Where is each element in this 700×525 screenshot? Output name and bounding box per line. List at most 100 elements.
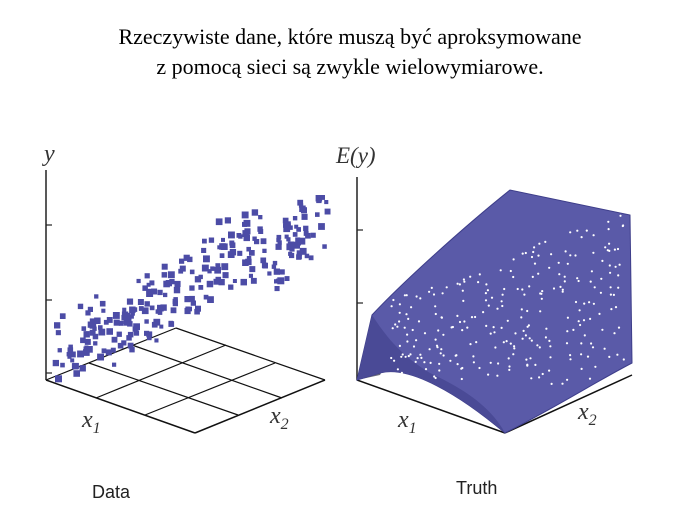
scatter-point bbox=[179, 265, 186, 272]
data-points bbox=[52, 195, 331, 383]
scatter-point bbox=[99, 300, 106, 307]
surface-dot bbox=[552, 287, 556, 290]
surface-dot bbox=[544, 336, 547, 339]
surface-dot bbox=[460, 377, 463, 381]
surface-dot bbox=[505, 340, 508, 343]
surface-dot bbox=[538, 376, 541, 379]
scatter-point bbox=[288, 251, 293, 256]
surface-dot bbox=[593, 286, 596, 289]
scatter-point bbox=[67, 347, 74, 353]
surface-dot bbox=[407, 354, 410, 358]
scatter-point bbox=[295, 237, 301, 243]
scatter-point bbox=[126, 335, 132, 341]
surface-dot bbox=[433, 375, 436, 378]
surface-dot bbox=[456, 282, 459, 285]
scatter-point bbox=[222, 272, 229, 279]
scatter-point bbox=[189, 285, 195, 291]
surface-dot bbox=[508, 365, 511, 368]
surface-dot bbox=[540, 297, 543, 300]
surface-dot bbox=[594, 365, 597, 368]
scatter-point bbox=[105, 349, 112, 356]
scatter-point bbox=[149, 280, 155, 286]
scatter-point bbox=[201, 264, 209, 272]
surface-dot bbox=[607, 228, 610, 231]
scatter-point bbox=[124, 319, 130, 326]
scatter-point bbox=[146, 282, 151, 287]
surface-dot bbox=[569, 354, 572, 357]
surface-dot bbox=[398, 320, 401, 323]
scatter-point bbox=[207, 296, 214, 303]
scatter-point bbox=[190, 300, 196, 306]
surface-dot bbox=[512, 258, 515, 261]
scatter-point bbox=[275, 243, 282, 250]
surface-dot bbox=[514, 332, 517, 335]
surface-dot bbox=[608, 264, 611, 267]
scatter-point bbox=[292, 241, 300, 249]
surface-dot bbox=[614, 265, 617, 268]
scatter-point bbox=[130, 311, 135, 316]
scatter-point bbox=[127, 331, 134, 338]
scatter-point bbox=[237, 250, 243, 256]
surface-dot bbox=[606, 249, 609, 252]
scatter-point bbox=[111, 336, 118, 343]
scatter-point bbox=[245, 258, 252, 266]
scatter-point bbox=[157, 310, 163, 315]
scatter-point bbox=[221, 243, 228, 250]
scatter-point bbox=[283, 225, 291, 233]
surface-dot bbox=[608, 355, 611, 358]
surface-dot bbox=[449, 359, 452, 362]
scatter-point bbox=[297, 199, 304, 206]
e-y-axis-label: E(y) bbox=[336, 143, 376, 168]
surface-dot bbox=[592, 302, 595, 305]
surface-dot bbox=[524, 251, 527, 255]
scatter-point bbox=[318, 223, 325, 230]
scatter-point bbox=[110, 347, 116, 353]
scatter-point bbox=[85, 310, 91, 316]
surface-dot bbox=[559, 285, 562, 288]
surface-dot bbox=[434, 305, 437, 308]
scatter-point bbox=[315, 212, 320, 217]
scatter-point bbox=[303, 231, 309, 236]
surface-dot bbox=[482, 311, 485, 314]
scatter-point bbox=[89, 329, 96, 336]
surface-dot bbox=[604, 246, 607, 249]
surface-dot bbox=[486, 289, 489, 292]
surface-dot bbox=[580, 342, 583, 345]
scatter-point bbox=[83, 331, 90, 338]
surface-dot bbox=[390, 305, 393, 308]
scatter-point bbox=[73, 370, 80, 377]
scatter-point bbox=[59, 313, 66, 319]
surface-dot bbox=[496, 307, 499, 310]
scatter-point bbox=[279, 269, 285, 275]
surface-dot bbox=[454, 354, 457, 357]
surface-dot bbox=[548, 339, 551, 342]
surface-dot bbox=[539, 310, 542, 313]
surface-dot bbox=[538, 346, 541, 349]
scatter-point bbox=[215, 276, 222, 283]
surface-dot bbox=[411, 328, 414, 332]
scatter-point bbox=[229, 242, 236, 249]
surface-dot bbox=[458, 320, 462, 324]
scatter-point bbox=[173, 297, 178, 302]
surface-dot bbox=[586, 355, 590, 358]
scatter-point bbox=[276, 237, 281, 243]
floor-grid-line bbox=[144, 362, 276, 416]
surface-dot bbox=[442, 333, 445, 336]
scatter-point bbox=[296, 253, 302, 259]
scatter-point bbox=[159, 324, 164, 329]
surface-dot bbox=[566, 330, 569, 333]
surface-dot bbox=[530, 339, 533, 342]
surface-dot bbox=[461, 329, 464, 332]
scatter-point bbox=[157, 289, 163, 296]
surface-dot bbox=[521, 252, 524, 255]
scatter-point bbox=[79, 365, 86, 372]
truth-surface-panel: E(y) x1 x2 bbox=[330, 135, 660, 445]
surface-dot bbox=[466, 326, 469, 329]
surface-dot bbox=[390, 356, 393, 360]
scatter-point bbox=[229, 249, 237, 256]
scatter-point bbox=[129, 347, 135, 353]
surface-dot bbox=[415, 339, 418, 342]
scatter-point bbox=[146, 335, 152, 341]
surface-dot bbox=[566, 316, 569, 319]
x2-axis-label: x2 bbox=[578, 399, 597, 429]
